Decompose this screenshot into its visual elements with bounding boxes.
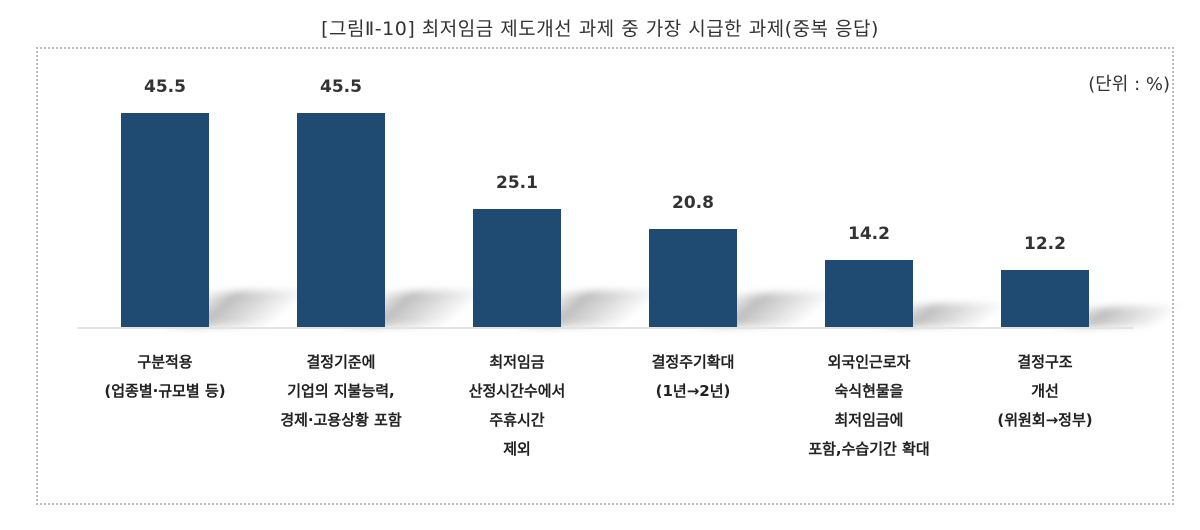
bar — [121, 113, 209, 327]
category-label-line: (업종별·규모별 등) — [104, 382, 226, 400]
category-label-line: 최저임금 — [489, 353, 545, 371]
category-label-line: 개선 — [1031, 382, 1059, 400]
category-label-line: 경제·고용상황 포함 — [280, 411, 402, 429]
category-label-line: 결정주기확대 — [651, 353, 735, 371]
value-label: 20.8 — [672, 193, 714, 213]
bar-group: 20.8 결정주기확대 (1년→2년) — [605, 0, 840, 530]
unit-label: (단위 : %) — [1088, 74, 1170, 95]
bar — [297, 113, 385, 327]
bar — [1001, 270, 1089, 327]
value-label: 14.2 — [848, 224, 890, 244]
category-label-line: 외국인근로자 — [827, 353, 911, 371]
category-label-line: 결정기준에 — [306, 353, 376, 371]
value-label: 25.1 — [496, 173, 538, 193]
category-label: 구분적용 (업종별·규모별 등) — [77, 348, 253, 406]
category-label-line: 숙식현물을 — [834, 382, 904, 400]
chart-title: [그림Ⅱ-10] 최저임금 제도개선 과제 중 가장 시급한 과제(중복 응답) — [321, 18, 879, 40]
value-label: 45.5 — [320, 77, 362, 97]
bar-group: 45.5 구분적용 (업종별·규모별 등) — [77, 0, 313, 530]
bar — [825, 260, 913, 327]
category-label-line: (위원회→정부) — [997, 411, 1093, 429]
category-label-line: 제외 — [503, 440, 531, 458]
category-label-line: 산정시간수에서 — [468, 382, 566, 400]
category-label-line: 기업의 지불능력, — [287, 382, 395, 400]
category-label-line: 포함,수습기간 확대 — [808, 440, 930, 458]
bar — [649, 229, 737, 327]
x-axis-line — [77, 327, 1133, 329]
bar — [473, 209, 561, 327]
value-label: 45.5 — [144, 77, 186, 97]
value-label: 12.2 — [1024, 234, 1066, 254]
category-label-line: 구분적용 — [137, 353, 193, 371]
category-label-line: 주휴시간 — [489, 411, 545, 429]
category-label-line: (1년→2년) — [655, 382, 731, 400]
category-label-line: 최저임금에 — [834, 411, 904, 429]
category-label-line: 결정구조 — [1017, 353, 1073, 371]
chart-frame — [36, 47, 1174, 505]
category-label: 결정주기확대 (1년→2년) — [605, 348, 781, 406]
